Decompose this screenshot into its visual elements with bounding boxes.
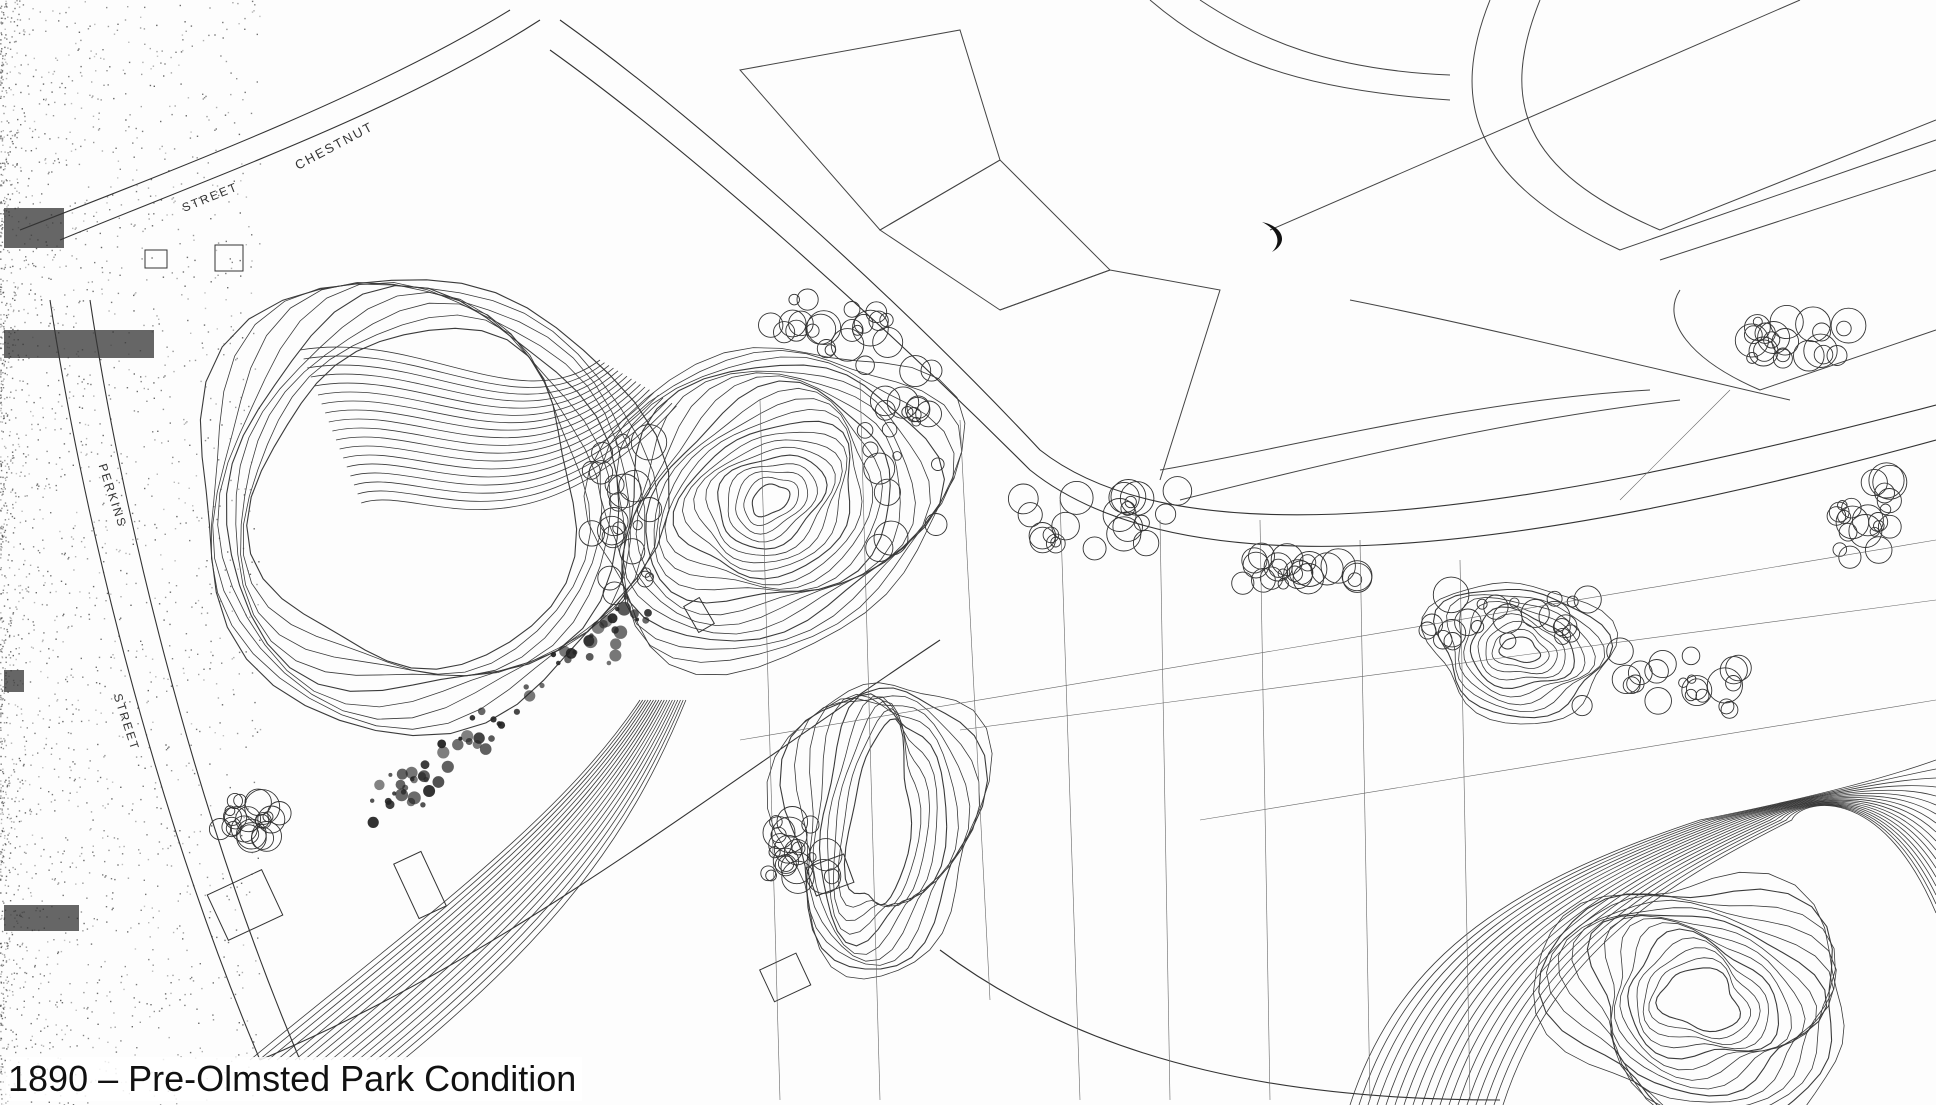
tree-symbols <box>208 288 1908 894</box>
scan-smudges <box>4 208 154 931</box>
building-footprints <box>144 244 855 1003</box>
contour-lines <box>199 279 1936 1105</box>
parcels-top-right <box>739 0 1936 501</box>
map-label-street-left: PERKINS <box>96 462 130 530</box>
map-label-street-top: CHESTNUT <box>292 119 376 173</box>
map-label-street-top-2: STREET <box>180 180 240 215</box>
slide-caption: 1890 – Pre-Olmsted Park Condition <box>6 1057 583 1101</box>
dense-tree-clusters <box>367 595 652 829</box>
survey-grid-lines <box>739 379 1936 1101</box>
street-boundaries <box>19 9 1936 1101</box>
map-label-street-left-2: STREET <box>111 692 143 753</box>
crescent-mark <box>1262 222 1283 252</box>
